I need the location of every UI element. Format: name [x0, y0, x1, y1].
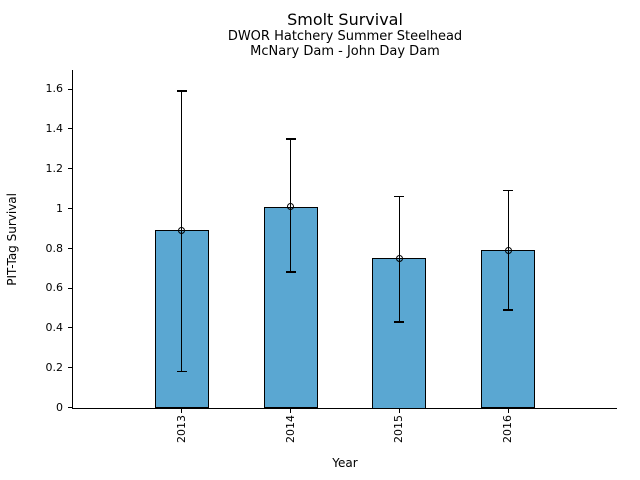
- y-tick-mark: [68, 247, 72, 249]
- x-tick-mark: [398, 408, 400, 413]
- x-tick-mark: [181, 408, 183, 413]
- x-tick-label-2014: 2014: [283, 414, 297, 443]
- y-tick-mark: [68, 168, 72, 170]
- error-cap-top-2015: [394, 195, 405, 198]
- y-tick-mark: [68, 287, 72, 289]
- y-tick-mark: [68, 406, 72, 409]
- y-tick-label: 1.4: [45, 122, 64, 136]
- y-axis-label: PIT-Tag Survival: [5, 192, 19, 286]
- y-axis-label-wrap: PIT-Tag Survival: [2, 70, 22, 408]
- error-cap-bottom-2016: [503, 309, 514, 311]
- chart-titles: Smolt Survival DWOR Hatchery Summer Stee…: [73, 10, 617, 59]
- y-tick-mark: [68, 327, 72, 329]
- error-cap-bottom-2013: [176, 370, 187, 373]
- x-tick-label-2015: 2015: [392, 414, 406, 443]
- error-cap-top-2014: [285, 138, 296, 140]
- y-tick-mark: [68, 88, 72, 90]
- x-tick-label-2013: 2013: [174, 414, 188, 443]
- y-tick-label: 1.6: [45, 82, 64, 96]
- x-tick-mark: [290, 408, 292, 413]
- mean-marker-2013: [178, 226, 186, 234]
- mean-marker-2016: [504, 246, 512, 254]
- y-tick-mark: [68, 207, 72, 210]
- y-tick-label: 0.6: [45, 281, 64, 295]
- y-tick-label: 1: [56, 201, 63, 215]
- x-axis-spine: [72, 407, 617, 409]
- chart-subtitle-line2: McNary Dam - John Day Dam: [250, 44, 440, 59]
- y-tick-label: 0.2: [45, 360, 64, 374]
- x-tick-label-2016: 2016: [501, 414, 515, 443]
- x-axis-label: Year: [332, 456, 358, 470]
- x-tick-mark: [507, 408, 509, 413]
- error-cap-bottom-2014: [285, 271, 296, 273]
- error-cap-bottom-2015: [394, 321, 405, 323]
- y-tick-label: 0.4: [45, 321, 64, 335]
- y-tick-mark: [68, 367, 72, 369]
- mean-marker-2015: [395, 254, 403, 262]
- mean-marker-2014: [287, 203, 295, 210]
- chart-title: Smolt Survival: [287, 10, 403, 29]
- y-axis-spine: [72, 70, 73, 409]
- y-tick-label: 0: [56, 400, 63, 414]
- error-cap-top-2013: [176, 90, 187, 92]
- y-tick-mark: [68, 128, 72, 130]
- chart-subtitle-line1: DWOR Hatchery Summer Steelhead: [227, 29, 463, 44]
- y-tick-label: 1.2: [45, 161, 64, 175]
- error-cap-top-2016: [503, 189, 514, 192]
- y-tick-label: 0.8: [45, 241, 64, 255]
